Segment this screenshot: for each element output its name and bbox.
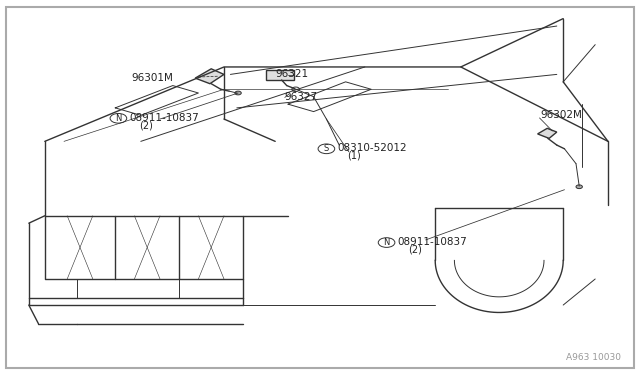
FancyBboxPatch shape — [266, 70, 294, 80]
Text: 96327: 96327 — [285, 92, 318, 102]
Text: 08911-10837: 08911-10837 — [397, 237, 467, 247]
Text: 08310-52012: 08310-52012 — [337, 143, 407, 153]
Text: (2): (2) — [140, 121, 154, 130]
Polygon shape — [195, 69, 224, 84]
Text: 96321: 96321 — [275, 70, 308, 79]
Text: A963 10030: A963 10030 — [566, 353, 621, 362]
Text: 08911-10837: 08911-10837 — [129, 113, 199, 122]
Polygon shape — [538, 128, 557, 138]
Circle shape — [576, 185, 582, 189]
Text: N: N — [115, 114, 122, 123]
Text: (2): (2) — [408, 245, 422, 254]
Circle shape — [235, 91, 241, 95]
Text: (1): (1) — [348, 151, 361, 161]
Text: N: N — [383, 238, 390, 247]
Text: 96302M: 96302M — [541, 110, 582, 120]
Text: 96301M: 96301M — [131, 73, 173, 83]
Text: S: S — [324, 144, 329, 153]
